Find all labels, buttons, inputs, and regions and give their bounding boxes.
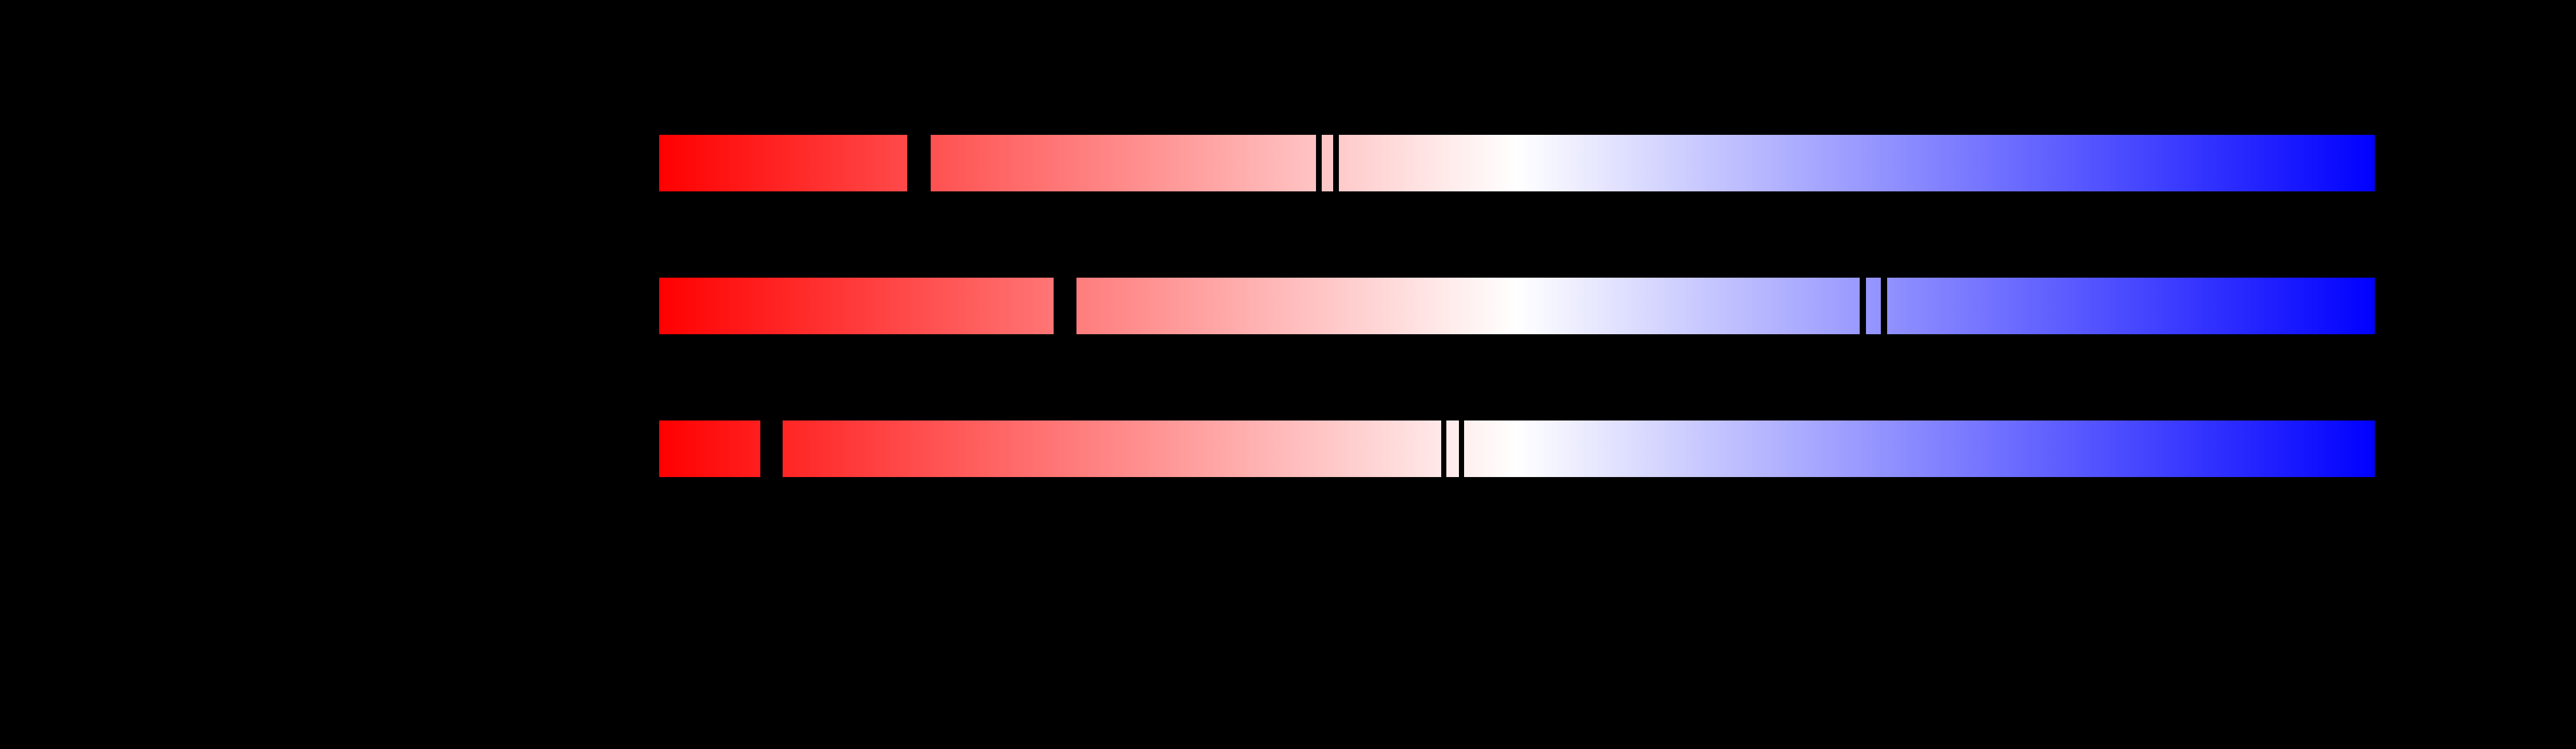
bar-2-tick-mark-1 (1860, 278, 1866, 334)
gradient-bar-3 (659, 420, 2375, 477)
bar-3-tick-mark-1 (1441, 420, 1446, 477)
bar-3-segment-break (760, 420, 783, 477)
bar-2-segment-break (1054, 278, 1076, 334)
bar-1-segment-break (907, 135, 931, 191)
gradient-bar-1 (659, 135, 2375, 191)
gradient-bar-2 (659, 278, 2375, 334)
bar-1-tick-mark-2 (1333, 135, 1339, 191)
bar-1-tick-mark-1 (1316, 135, 1322, 191)
bar-3-tick-mark-2 (1459, 420, 1464, 477)
bar-2-tick-mark-2 (1881, 278, 1887, 334)
